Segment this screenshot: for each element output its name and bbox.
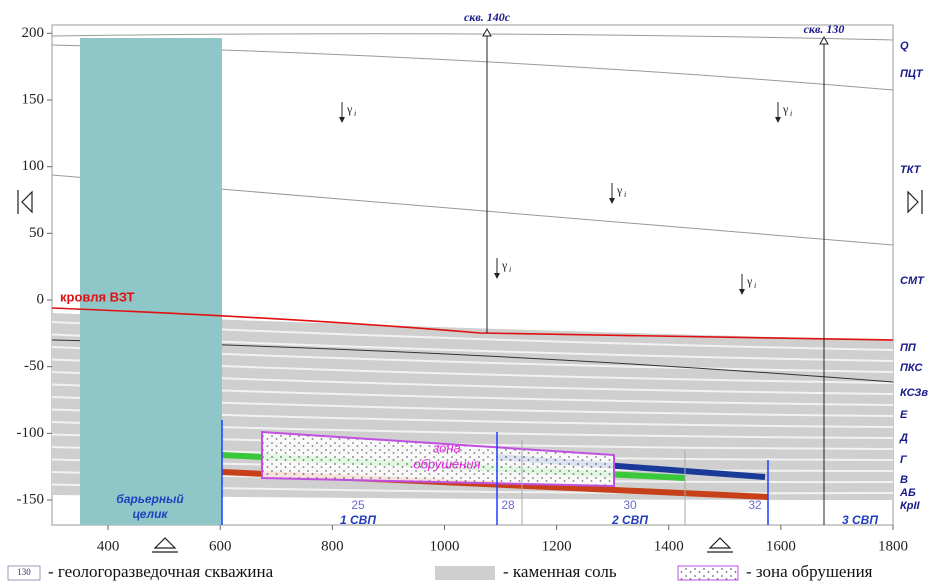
stress-index: i <box>790 109 792 118</box>
x-tick-label: 1200 <box>542 538 572 554</box>
layer-label: АБ <box>899 487 916 499</box>
stress-markers: γ i γ iγ iγ iγ i <box>339 102 792 295</box>
panel-label: 1 СВП <box>340 513 376 527</box>
zone-label: зона <box>432 440 461 455</box>
x-tick-label: 1400 <box>654 538 684 554</box>
panel-number: 25 <box>351 498 365 512</box>
stress-arrow-head <box>739 289 745 295</box>
layer-label: В <box>900 474 908 486</box>
panel-number: 30 <box>623 498 637 512</box>
barrier-pillar <box>80 38 222 525</box>
legend: 130 - геологоразведочная скважина - каме… <box>7 562 873 581</box>
support-symbols <box>17 190 923 553</box>
legend-text: - геологоразведочная скважина <box>48 562 274 581</box>
legend-icon <box>7 565 41 581</box>
stress-index: i <box>754 281 756 290</box>
stress-symbol: γ <box>746 274 753 288</box>
legend-icon <box>677 565 739 581</box>
panel-label: 3 СВП <box>842 513 878 527</box>
stress-symbol: γ <box>501 258 508 272</box>
legend-text: - зона обрушения <box>746 562 873 581</box>
y-tick-label: 50 <box>29 225 44 241</box>
stress-symbol: γ <box>782 102 789 116</box>
panel-number: 28 <box>501 498 515 512</box>
layer-label: КрII <box>900 500 921 512</box>
stress-index: i <box>509 265 511 274</box>
layer-label: ПКС <box>900 362 924 374</box>
pillar-label: целик <box>133 507 169 521</box>
layer-label: Е <box>900 409 908 421</box>
stress-symbol: γ <box>616 183 623 197</box>
y-tick-label: 150 <box>22 91 45 107</box>
x-tick-label: 800 <box>321 538 344 554</box>
stress-index: i <box>354 109 356 118</box>
panel-number: 32 <box>748 498 762 512</box>
layer-label: ПП <box>900 342 917 354</box>
layer-line <box>51 33 894 41</box>
y-tick-label: -50 <box>24 358 44 374</box>
panel-label: 2 СВП <box>611 513 648 527</box>
x-tick-label: 1000 <box>429 538 459 554</box>
y-tick-label: 100 <box>22 158 45 174</box>
y-tick-label: 0 <box>37 291 45 307</box>
x-tick-label: 1800 <box>878 538 908 554</box>
borehole-label: скв. 130 <box>804 22 845 36</box>
layer-label: ПЦТ <box>900 68 924 80</box>
x-tick-label: 400 <box>97 538 120 554</box>
zone-label: обрушения <box>413 456 480 471</box>
stress-arrow-head <box>775 117 781 123</box>
roof-label: кровля ВЗТ <box>60 289 135 304</box>
stress-arrow-head <box>609 198 615 204</box>
layer-label: ТКТ <box>900 164 922 176</box>
panel-borders <box>221 420 769 525</box>
layer-label: КСЗв <box>900 387 928 399</box>
stress-arrow-head <box>339 117 345 123</box>
legend-icon-label: 130 <box>17 567 31 577</box>
stress-arrow-head <box>494 273 500 279</box>
legend-icon <box>435 566 495 580</box>
pillar-label: барьерный <box>116 492 184 506</box>
x-tick-label: 600 <box>209 538 232 554</box>
stress-index: i <box>624 190 626 199</box>
y-tick-label: -100 <box>17 425 45 441</box>
borehole-label: скв. 140с <box>464 10 511 24</box>
boreholes <box>482 27 829 525</box>
y-tick-label: 200 <box>22 25 45 41</box>
layer-label: Q <box>900 40 909 52</box>
layer-label: Д <box>899 432 908 444</box>
legend-text: - каменная соль <box>503 562 617 581</box>
x-tick-label: 1600 <box>766 538 796 554</box>
panel-dividers <box>521 440 686 525</box>
y-tick-label: -150 <box>17 491 45 507</box>
layer-label: Г <box>900 454 908 466</box>
roof-line <box>51 307 894 341</box>
stress-symbol: γ <box>346 102 353 116</box>
layer-label: СМТ <box>900 275 925 287</box>
